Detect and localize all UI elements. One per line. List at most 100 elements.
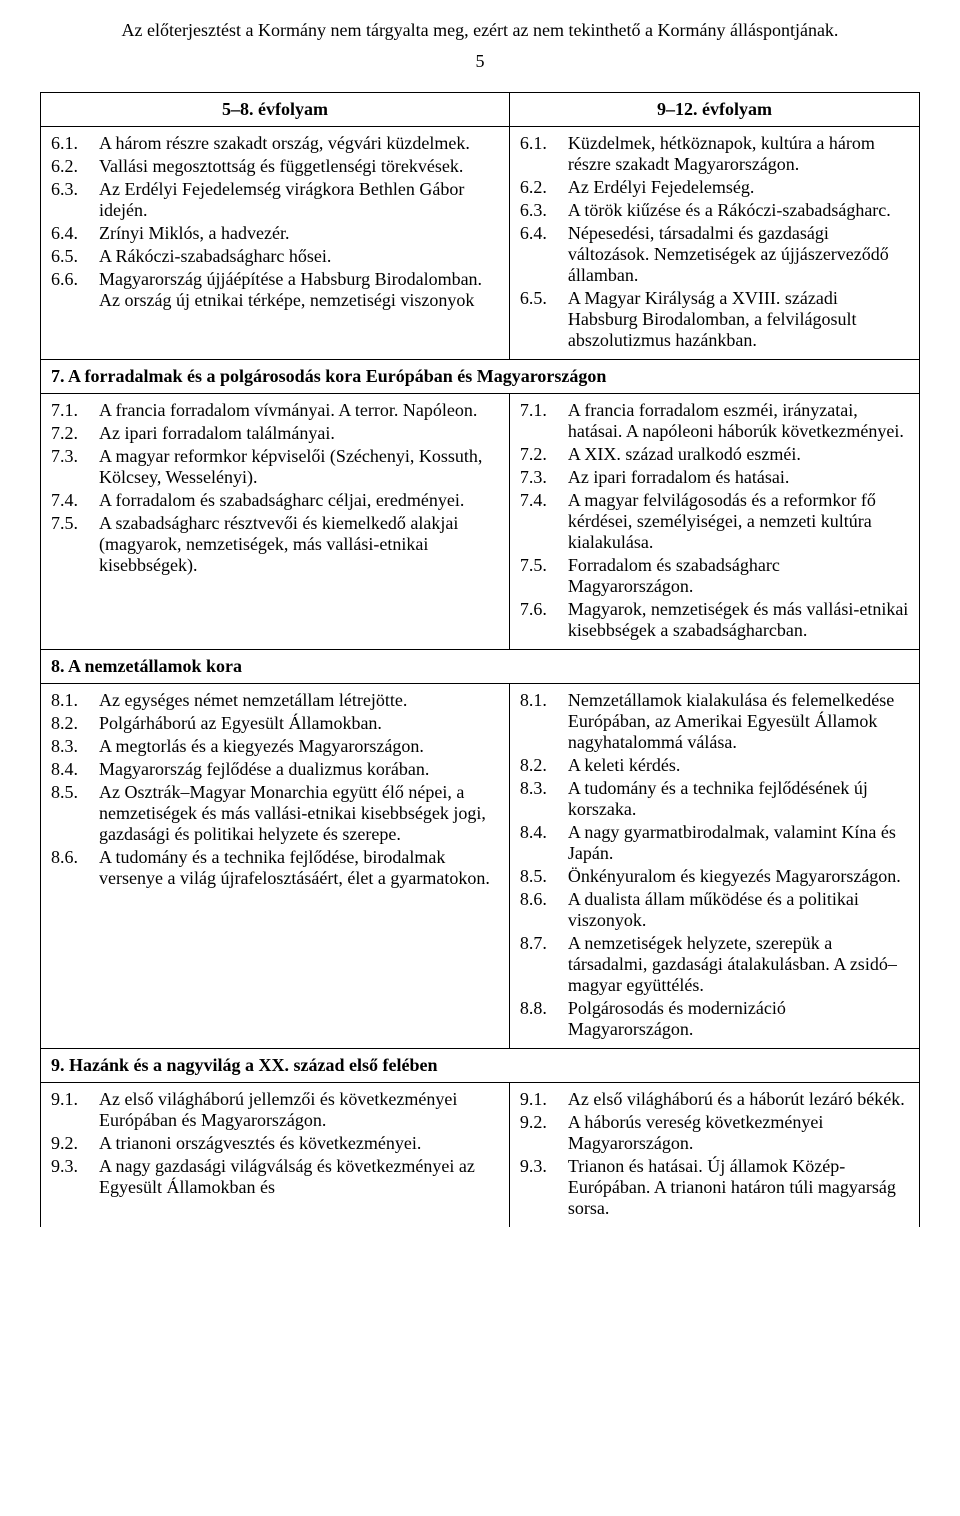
list-item: 9.1.Az első világháború és a háborút lez… xyxy=(520,1089,909,1110)
list-item: 9.1.Az első világháború jellemzői és köv… xyxy=(51,1089,499,1131)
list-item: 9.3.Trianon és hatásai. Új államok Közép… xyxy=(520,1156,909,1219)
item-text: A magyar reformkor képviselői (Széchenyi… xyxy=(99,446,499,488)
item-text: Az ipari forradalom és hatásai. xyxy=(568,467,909,488)
list-item: 9.3.A nagy gazdasági világválság és köve… xyxy=(51,1156,499,1198)
item-text: Magyarok, nemzetiségek és más vallási-et… xyxy=(568,599,909,641)
item-text: A háborús vereség következményei Magyaro… xyxy=(568,1112,909,1154)
item-number: 7.4. xyxy=(520,490,568,511)
item-text: A forradalom és szabadságharc céljai, er… xyxy=(99,490,499,511)
item-text: A XIX. század uralkodó eszméi. xyxy=(568,444,909,465)
item-number: 9.2. xyxy=(520,1112,568,1133)
item-text: A francia forradalom vívmányai. A terror… xyxy=(99,400,499,421)
item-number: 6.5. xyxy=(51,246,99,267)
item-text: A megtorlás és a kiegyezés Magyarországo… xyxy=(99,736,499,757)
list-item: 6.4.Zrínyi Miklós, a hadvezér. xyxy=(51,223,499,244)
item-number: 9.1. xyxy=(51,1089,99,1110)
list-item: 6.3.Az Erdélyi Fejedelemség virágkora Be… xyxy=(51,179,499,221)
item-text: Az ipari forradalom találmányai. xyxy=(99,423,499,444)
item-number: 7.5. xyxy=(51,513,99,534)
section9-left: 9.1.Az első világháború jellemzői és köv… xyxy=(41,1083,510,1228)
item-text: A nemzetiségek helyzete, szerepük a társ… xyxy=(568,933,909,996)
list-item: 8.6.A tudomány és a technika fejlődése, … xyxy=(51,847,499,889)
section7-right: 7.1.A francia forradalom eszméi, irányza… xyxy=(509,394,919,650)
item-number: 8.2. xyxy=(520,755,568,776)
item-number: 7.4. xyxy=(51,490,99,511)
section8-left: 8.1.Az egységes német nemzetállam létrej… xyxy=(41,684,510,1049)
item-text: A szabadságharc résztvevői és kiemelkedő… xyxy=(99,513,499,576)
item-number: 7.3. xyxy=(520,467,568,488)
list-item: 8.5.Önkényuralom és kiegyezés Magyarorsz… xyxy=(520,866,909,887)
item-number: 8.1. xyxy=(520,690,568,711)
item-number: 8.4. xyxy=(51,759,99,780)
list-item: 6.1.A három részre szakadt ország, végvá… xyxy=(51,133,499,154)
item-text: Zrínyi Miklós, a hadvezér. xyxy=(99,223,499,244)
item-number: 8.3. xyxy=(51,736,99,757)
list-item: 7.2.A XIX. század uralkodó eszméi. xyxy=(520,444,909,465)
item-text: Küzdelmek, hétköznapok, kultúra a három … xyxy=(568,133,909,175)
item-text: Az első világháború jellemzői és követke… xyxy=(99,1089,499,1131)
list-item: 6.6.Magyarország újjáépítése a Habsburg … xyxy=(51,269,499,311)
item-number: 9.1. xyxy=(520,1089,568,1110)
item-number: 7.1. xyxy=(520,400,568,421)
list-item: 7.3.Az ipari forradalom és hatásai. xyxy=(520,467,909,488)
item-text: Az Erdélyi Fejedelemség virágkora Bethle… xyxy=(99,179,499,221)
item-text: Az egységes német nemzetállam létrejötte… xyxy=(99,690,499,711)
list-item: 7.1.A francia forradalom eszméi, irányza… xyxy=(520,400,909,442)
item-text: Polgárosodás és modernizáció Magyarorszá… xyxy=(568,998,909,1040)
list-item: 8.3.A tudomány és a technika fejlődéséne… xyxy=(520,778,909,820)
section8-right: 8.1.Nemzetállamok kialakulása és felemel… xyxy=(509,684,919,1049)
item-number: 6.3. xyxy=(51,179,99,200)
item-text: A francia forradalom eszméi, irányzatai,… xyxy=(568,400,909,442)
list-item: 7.2.Az ipari forradalom találmányai. xyxy=(51,423,499,444)
item-number: 7.2. xyxy=(520,444,568,465)
item-number: 8.2. xyxy=(51,713,99,734)
item-number: 7.6. xyxy=(520,599,568,620)
list-item: 6.2.Vallási megosztottság és függetlensé… xyxy=(51,156,499,177)
item-number: 8.7. xyxy=(520,933,568,954)
list-item: 7.4.A magyar felvilágosodás és a reformk… xyxy=(520,490,909,553)
list-item: 6.1.Küzdelmek, hétköznapok, kultúra a há… xyxy=(520,133,909,175)
item-number: 6.1. xyxy=(51,133,99,154)
item-number: 6.4. xyxy=(51,223,99,244)
list-item: 7.5.Forradalom és szabadságharc Magyaror… xyxy=(520,555,909,597)
list-item: 9.2.A háborús vereség következményei Mag… xyxy=(520,1112,909,1154)
item-number: 9.3. xyxy=(520,1156,568,1177)
list-item: 8.6.A dualista állam működése és a polit… xyxy=(520,889,909,931)
list-item: 8.2.Polgárháború az Egyesült Államokban. xyxy=(51,713,499,734)
list-item: 7.3.A magyar reformkor képviselői (Széch… xyxy=(51,446,499,488)
item-text: A Magyar Királyság a XVIII. századi Habs… xyxy=(568,288,909,351)
item-text: Önkényuralom és kiegyezés Magyarországon… xyxy=(568,866,909,887)
list-item: 8.8.Polgárosodás és modernizáció Magyaro… xyxy=(520,998,909,1040)
item-text: A keleti kérdés. xyxy=(568,755,909,776)
list-item: 8.4.A nagy gyarmatbirodalmak, valamint K… xyxy=(520,822,909,864)
item-number: 8.1. xyxy=(51,690,99,711)
list-item: 8.2.A keleti kérdés. xyxy=(520,755,909,776)
col-left-header: 5–8. évfolyam xyxy=(41,93,510,127)
list-item: 6.3.A török kiűzése és a Rákóczi-szabads… xyxy=(520,200,909,221)
item-number: 8.6. xyxy=(520,889,568,910)
item-number: 8.4. xyxy=(520,822,568,843)
item-number: 7.1. xyxy=(51,400,99,421)
item-text: A török kiűzése és a Rákóczi-szabadságha… xyxy=(568,200,909,221)
item-text: Az Erdélyi Fejedelemség. xyxy=(568,177,909,198)
item-text: A tudomány és a technika fejlődése, biro… xyxy=(99,847,499,889)
list-item: 7.6.Magyarok, nemzetiségek és más vallás… xyxy=(520,599,909,641)
item-number: 6.2. xyxy=(51,156,99,177)
item-text: Trianon és hatásai. Új államok Közép-Eur… xyxy=(568,1156,909,1219)
item-number: 8.5. xyxy=(51,782,99,803)
item-number: 7.2. xyxy=(51,423,99,444)
list-item: 8.1.Az egységes német nemzetállam létrej… xyxy=(51,690,499,711)
item-text: A dualista állam működése és a politikai… xyxy=(568,889,909,931)
list-item: 8.1.Nemzetállamok kialakulása és felemel… xyxy=(520,690,909,753)
list-item: 6.2.Az Erdélyi Fejedelemség. xyxy=(520,177,909,198)
item-text: Vallási megosztottság és függetlenségi t… xyxy=(99,156,499,177)
section6-left: 6.1.A három részre szakadt ország, végvá… xyxy=(41,127,510,360)
item-number: 6.2. xyxy=(520,177,568,198)
item-number: 6.3. xyxy=(520,200,568,221)
section7-left: 7.1.A francia forradalom vívmányai. A te… xyxy=(41,394,510,650)
item-text: A trianoni országvesztés és következmény… xyxy=(99,1133,499,1154)
item-number: 8.5. xyxy=(520,866,568,887)
item-text: Az első világháború és a háborút lezáró … xyxy=(568,1089,909,1110)
list-item: 8.4.Magyarország fejlődése a dualizmus k… xyxy=(51,759,499,780)
list-item: 8.3.A megtorlás és a kiegyezés Magyarors… xyxy=(51,736,499,757)
